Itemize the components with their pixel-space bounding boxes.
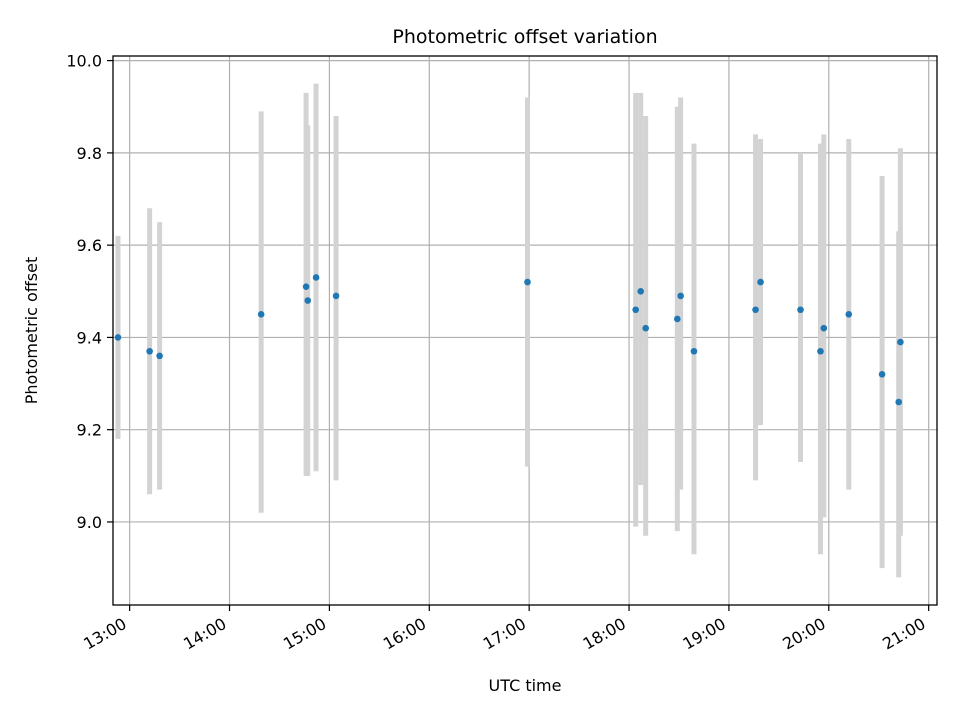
- data-point: [632, 306, 639, 314]
- data-point: [817, 347, 824, 355]
- data-point: [895, 398, 903, 406]
- data-point: [642, 324, 649, 332]
- y-tick-label: 9.4: [77, 328, 102, 347]
- data-point: [257, 311, 265, 318]
- y-tick-label: 9.2: [77, 421, 102, 440]
- data-point: [304, 297, 312, 304]
- data-points: [114, 274, 904, 406]
- y-axis-label: Photometric offset: [22, 257, 41, 405]
- x-tick-label: 15:00: [280, 614, 329, 654]
- data-point: [677, 292, 684, 300]
- x-tick-label: 19:00: [679, 614, 728, 654]
- x-axis-label: UTC time: [489, 676, 562, 695]
- data-point: [146, 347, 153, 355]
- chart-title: Photometric offset variation: [392, 26, 657, 48]
- data-point: [878, 371, 886, 378]
- data-point: [757, 278, 764, 286]
- data-point: [845, 311, 853, 318]
- plot-frame: [112, 55, 938, 606]
- data-point: [897, 338, 904, 346]
- y-tick-label: 10.0: [66, 52, 102, 71]
- data-point: [797, 306, 804, 314]
- data-point: [524, 278, 531, 286]
- data-point: [690, 347, 698, 355]
- data-point: [114, 334, 122, 341]
- y-tick-label: 9.0: [77, 513, 102, 532]
- y-tick-label: 9.6: [77, 236, 102, 255]
- x-tick-label: 18:00: [580, 614, 629, 654]
- y-tick-label: 9.8: [77, 144, 102, 163]
- x-tick-label: 17:00: [480, 614, 529, 654]
- data-point: [752, 306, 759, 314]
- data-point: [312, 274, 320, 281]
- data-point: [302, 283, 310, 290]
- x-tick-label: 20:00: [779, 614, 828, 654]
- x-tick-label: 13:00: [80, 614, 129, 654]
- x-tick-label: 21:00: [879, 614, 928, 654]
- data-point: [332, 292, 340, 300]
- x-tick-label: 16:00: [380, 614, 429, 654]
- data-point: [156, 352, 163, 360]
- data-point: [820, 324, 828, 332]
- data-point: [637, 287, 644, 295]
- data-point: [674, 315, 681, 323]
- error-bars: [115, 83, 903, 578]
- x-tick-label: 14:00: [180, 614, 229, 654]
